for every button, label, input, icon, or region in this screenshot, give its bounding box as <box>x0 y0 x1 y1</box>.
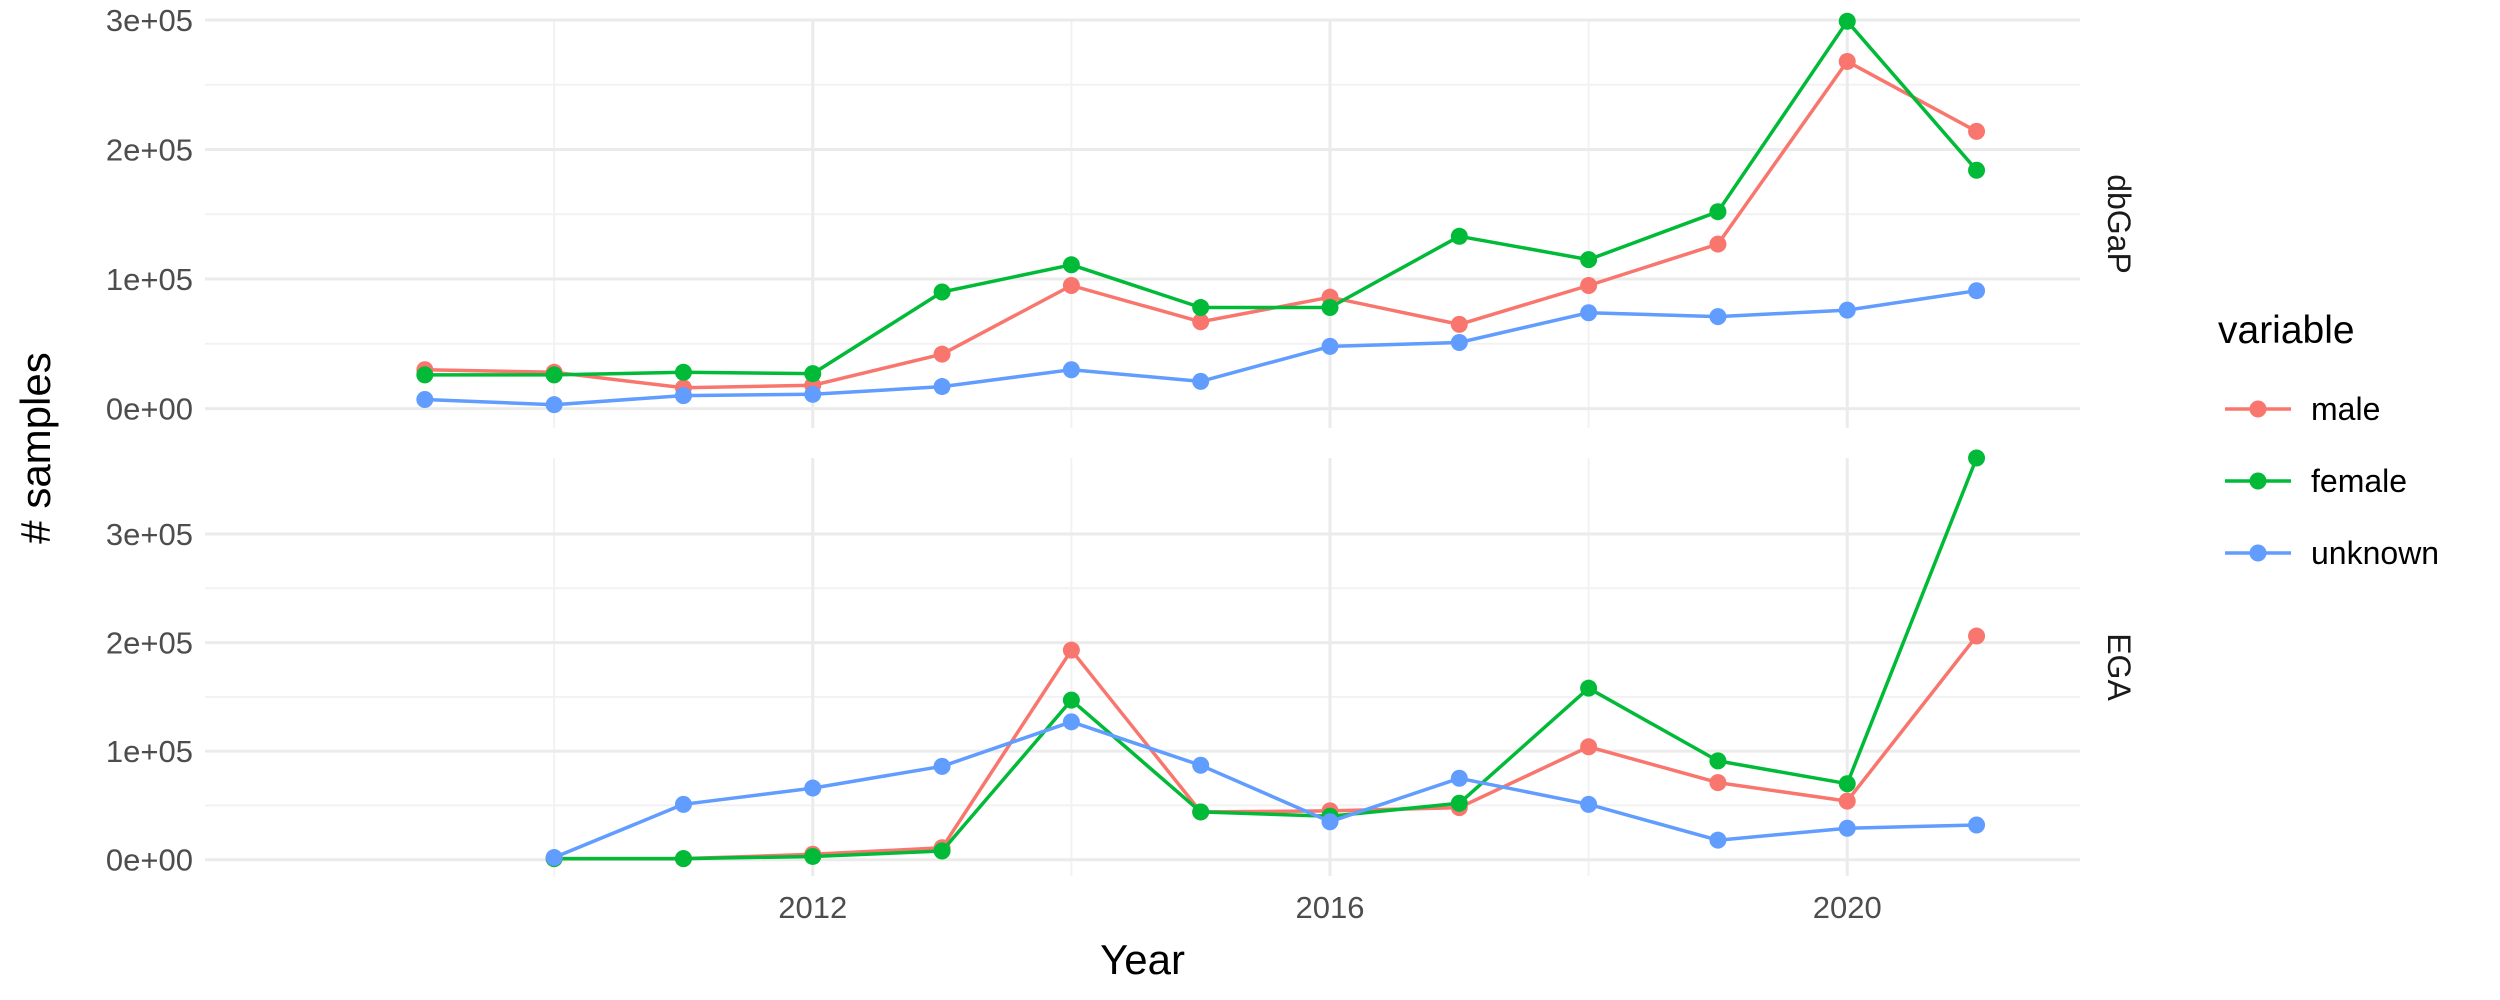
legend-label-female: female <box>2311 463 2407 499</box>
data-point-male <box>1838 792 1856 810</box>
data-point-female <box>1062 256 1080 274</box>
data-point-female <box>1450 794 1468 812</box>
data-point-unknown <box>1062 361 1080 379</box>
data-point-female <box>804 847 822 865</box>
panels-layer: 0e+00 1e+05 2e+05 3e+05 dbGaP 0e+00 1e+05 2e+05… <box>106 3 2137 925</box>
data-point-unknown <box>1709 831 1727 849</box>
data-point-unknown <box>545 396 563 414</box>
data-point-male <box>1968 122 1986 140</box>
data-point-female <box>545 366 563 384</box>
data-point-unknown <box>1580 304 1598 322</box>
legend-label-male: male <box>2311 391 2380 427</box>
series-line-male <box>554 635 1978 861</box>
data-point-female <box>1580 251 1598 269</box>
series-line-female <box>554 457 1979 861</box>
data-point-unknown <box>804 385 822 403</box>
series-line-male <box>424 59 1978 390</box>
legend-key-point-female <box>2249 472 2267 490</box>
y-tick-label: 2e+05 <box>106 626 193 661</box>
y-tick-label: 3e+05 <box>106 517 193 552</box>
y-tick-label: 0e+00 <box>106 843 193 878</box>
data-point-unknown <box>674 795 692 813</box>
data-point-female <box>674 363 692 381</box>
legend: variable male female unknown <box>2218 309 2439 571</box>
data-point-male <box>1968 627 1986 645</box>
data-point-male <box>1062 641 1080 659</box>
data-point-unknown <box>933 378 951 396</box>
y-tick-label: 2e+05 <box>106 133 193 168</box>
y-tick-label: 1e+05 <box>106 262 193 297</box>
data-point-female <box>1838 775 1856 793</box>
legend-title: variable <box>2218 309 2355 352</box>
data-point-male <box>1709 774 1727 792</box>
data-point-female <box>1580 679 1598 697</box>
data-point-female <box>933 283 951 301</box>
data-point-unknown <box>674 387 692 405</box>
data-point-unknown <box>1838 301 1856 319</box>
x-tick-label: 2012 <box>778 890 847 925</box>
data-point-male <box>1580 738 1598 756</box>
data-point-female <box>1192 803 1210 821</box>
data-point-male <box>1062 277 1080 295</box>
data-point-male <box>933 345 951 363</box>
data-point-unknown <box>933 757 951 775</box>
data-point-female <box>804 365 822 383</box>
y-tick-label: 0e+00 <box>106 392 193 427</box>
data-point-male <box>1580 277 1598 295</box>
x-tick-label: 2020 <box>1813 890 1882 925</box>
data-point-female <box>1062 691 1080 709</box>
data-point-unknown <box>1838 819 1856 837</box>
data-point-unknown <box>1968 282 1986 300</box>
data-point-male <box>1450 315 1468 333</box>
data-point-female <box>1450 227 1468 245</box>
data-point-unknown <box>1450 769 1468 787</box>
data-point-male <box>1709 235 1727 253</box>
data-point-unknown <box>1321 813 1339 831</box>
data-point-female <box>933 842 951 860</box>
data-point-unknown <box>804 779 822 797</box>
series-line-unknown <box>553 720 1977 860</box>
data-point-unknown <box>1709 308 1727 326</box>
data-point-unknown <box>1192 372 1210 390</box>
facet-label-dbgap: dbGaP <box>2101 174 2137 274</box>
data-point-female <box>1709 752 1727 770</box>
data-point-unknown <box>1450 334 1468 352</box>
data-point-female <box>416 366 434 384</box>
legend-key-point-unknown <box>2249 544 2267 562</box>
panel-dbgap: 0e+00 1e+05 2e+05 3e+05 dbGaP <box>106 3 2137 428</box>
data-point-unknown <box>1580 795 1598 813</box>
y-tick-label: 1e+05 <box>106 734 193 769</box>
data-point-female <box>674 850 692 868</box>
facet-label-ega: EGA <box>2101 633 2137 701</box>
legend-label-unknown: unknown <box>2311 535 2439 571</box>
data-point-unknown <box>1192 756 1210 774</box>
data-point-unknown <box>1062 713 1080 731</box>
x-axis: 2012 2016 2020 <box>778 890 1881 925</box>
data-point-female <box>1192 299 1210 317</box>
data-point-female <box>1838 12 1856 30</box>
data-point-unknown <box>545 849 563 867</box>
x-tick-label: 2016 <box>1296 890 1365 925</box>
data-point-male <box>1192 313 1210 331</box>
data-point-unknown <box>416 391 434 409</box>
panel-ega: 0e+00 1e+05 2e+05 3e+05 EGA <box>106 449 2137 878</box>
data-point-female <box>1321 299 1339 317</box>
legend-key-point-male <box>2249 400 2267 418</box>
data-point-unknown <box>1321 337 1339 355</box>
data-point-female <box>1968 161 1986 179</box>
data-point-female <box>1968 449 1986 467</box>
y-axis-title: # samples <box>12 352 59 543</box>
x-axis-title: Year <box>1100 936 1185 983</box>
data-point-female <box>1709 203 1727 221</box>
data-point-male <box>1838 52 1856 70</box>
data-point-unknown <box>1968 816 1986 834</box>
y-tick-label: 3e+05 <box>106 3 193 38</box>
